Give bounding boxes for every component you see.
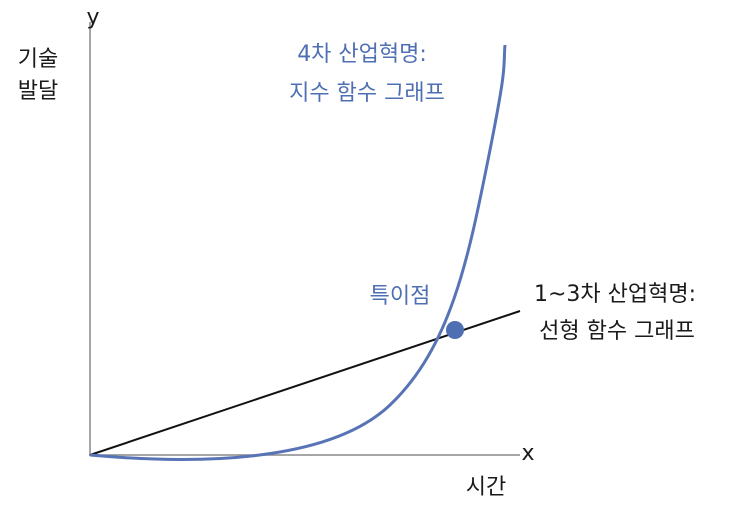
linear-label: 1~3차 산업혁명: xyxy=(534,282,696,307)
x-title: 시간 xyxy=(466,475,506,500)
linear-label: 선형 함수 그래프 xyxy=(539,319,695,344)
y-title: 발달 xyxy=(18,79,58,104)
singularity-label: 특이점 xyxy=(370,284,431,309)
y-title: 기술 xyxy=(18,47,58,72)
exponential-label: 지수 함수 그래프 xyxy=(289,81,445,106)
singularity-point xyxy=(446,321,464,339)
exponential-curve xyxy=(89,44,507,461)
y-label: y xyxy=(86,5,99,30)
exponential-label: 4차 산업혁명: xyxy=(297,42,427,67)
x-label: x xyxy=(521,441,534,466)
